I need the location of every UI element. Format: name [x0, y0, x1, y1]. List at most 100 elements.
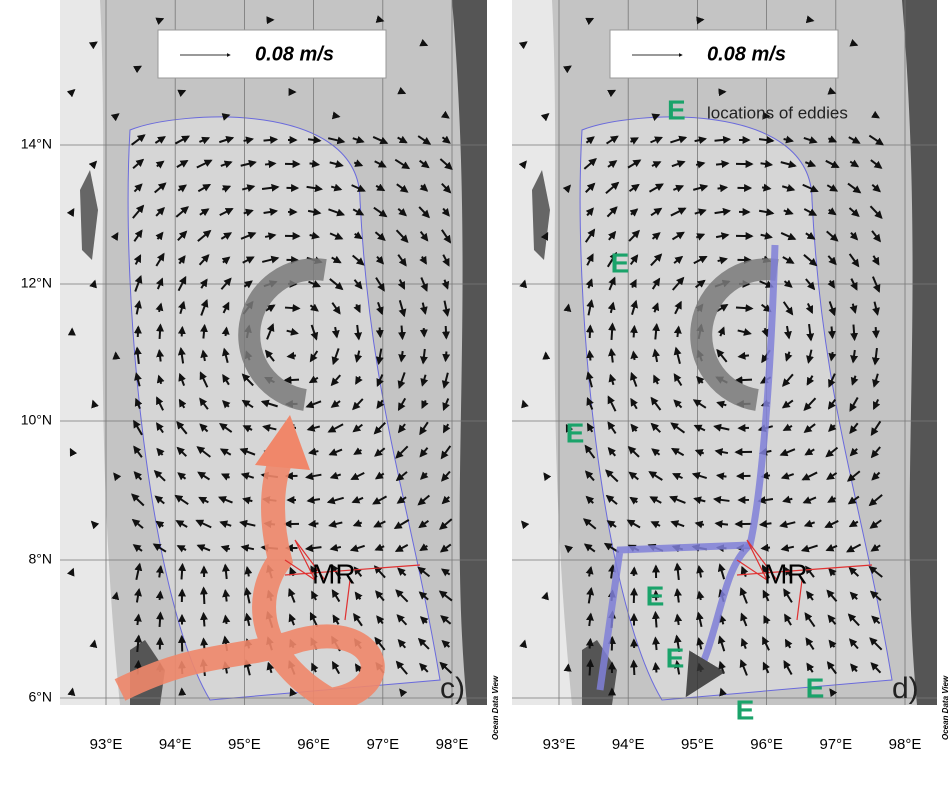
eddy-marker: E — [611, 247, 630, 278]
velocity-vector — [590, 640, 591, 649]
eddy-marker: E — [806, 672, 825, 703]
velocity-vector — [380, 328, 381, 337]
velocity-vector — [590, 661, 591, 676]
velocity-vector — [446, 326, 447, 338]
velocity-vector — [762, 548, 770, 549]
eddy-legend-symbol: E — [667, 94, 686, 125]
velocity-vector — [226, 328, 227, 336]
lat-label: 12°N — [21, 275, 52, 291]
velocity-vector — [739, 355, 749, 356]
velocity-vector — [116, 353, 117, 359]
velocity-vector — [288, 356, 296, 357]
velocity-vector — [182, 328, 183, 337]
velocity-vector — [333, 115, 339, 116]
velocity-vector — [182, 565, 183, 580]
velocity-vector — [160, 592, 161, 600]
velocity-vector — [807, 19, 813, 20]
velocity-vector — [655, 613, 656, 628]
velocity-vector — [762, 187, 770, 188]
velocity-vector — [402, 326, 403, 339]
velocity-vector — [634, 661, 635, 675]
mooring-label: MR — [312, 558, 356, 589]
panel-label: d) — [892, 672, 919, 705]
map-panel — [60, 0, 487, 705]
velocity-vector — [308, 139, 320, 140]
velocity-vector — [204, 588, 205, 604]
lon-label: 95°E — [228, 736, 261, 753]
lon-label: 98°E — [436, 736, 469, 753]
eddy-marker: E — [736, 694, 755, 725]
velocity-vector — [71, 689, 72, 695]
odv-credit: Ocean Data View — [491, 675, 500, 740]
velocity-vector — [831, 352, 832, 360]
velocity-vector — [736, 308, 752, 309]
velocity-vector — [159, 351, 160, 362]
velocity-vector — [761, 523, 772, 524]
velocity-vector — [285, 380, 299, 381]
lon-label: 98°E — [889, 736, 922, 753]
velocity-vector — [634, 327, 635, 338]
velocity-vector — [634, 568, 635, 576]
lon-label: 93°E — [543, 736, 576, 753]
velocity-vector — [285, 308, 299, 309]
velocity-vector — [716, 163, 728, 164]
mooring-label: MR — [764, 558, 808, 589]
lon-label: 97°E — [819, 736, 852, 753]
lat-label: 8°N — [29, 551, 53, 567]
eddy-legend-text: locations of eddies — [707, 103, 848, 122]
velocity-vector — [160, 325, 161, 339]
velocity-vector — [264, 139, 277, 140]
velocity-vector — [633, 352, 634, 360]
panel-label: c) — [440, 672, 465, 705]
eddy-marker: E — [566, 417, 585, 448]
velocity-vector — [446, 352, 447, 361]
lon-label: 97°E — [366, 736, 399, 753]
scale-label: 0.08 m/s — [707, 43, 786, 65]
lat-label: 14°N — [21, 136, 52, 152]
velocity-vector — [204, 614, 205, 627]
eddy-marker: E — [646, 580, 665, 611]
lon-label: 93°E — [90, 736, 123, 753]
velocity-vector — [568, 665, 569, 671]
velocity-vector — [160, 613, 161, 627]
velocity-vector — [655, 664, 656, 673]
velocity-vector — [832, 327, 833, 338]
velocity-vector — [655, 638, 656, 650]
velocity-vector — [853, 325, 854, 340]
velocity-vector — [310, 523, 319, 524]
velocity-vector — [736, 380, 752, 381]
velocity-vector — [265, 163, 275, 164]
lon-label: 96°E — [750, 736, 783, 753]
velocity-vector — [204, 639, 205, 649]
velocity-vector — [401, 351, 402, 361]
velocity-vector — [697, 20, 703, 21]
velocity-vector — [137, 615, 138, 625]
lon-label: 96°E — [297, 736, 330, 753]
velocity-vector — [677, 327, 678, 337]
velocity-vector — [93, 641, 94, 647]
lon-label: 94°E — [159, 736, 192, 753]
velocity-vector — [718, 475, 727, 476]
velocity-vector — [876, 327, 877, 337]
odv-credit: Ocean Data View — [941, 675, 950, 740]
velocity-vector — [115, 593, 116, 599]
figure: 0.08 m/s MR c) Ocean Data View 93°E 94°E 95°E 9… — [0, 0, 952, 785]
velocity-vector — [716, 523, 728, 524]
velocity-vector — [567, 305, 568, 311]
velocity-vector — [718, 187, 727, 188]
eddy-marker: E — [666, 642, 685, 673]
velocity-vector — [612, 324, 613, 340]
lon-label: 95°E — [681, 736, 714, 753]
lon-label: 94°E — [612, 736, 645, 753]
velocity-vector — [225, 591, 226, 602]
velocity-vector — [590, 326, 591, 338]
velocity-vector — [225, 616, 226, 624]
scale-label: 0.08 m/s — [255, 43, 334, 65]
velocity-vector — [310, 163, 319, 164]
velocity-vector — [138, 327, 139, 337]
velocity-vector — [225, 565, 226, 579]
lat-label: 10°N — [21, 412, 52, 428]
velocity-vector — [590, 352, 591, 361]
velocity-vector — [655, 325, 656, 340]
lat-label: 6°N — [29, 689, 53, 705]
